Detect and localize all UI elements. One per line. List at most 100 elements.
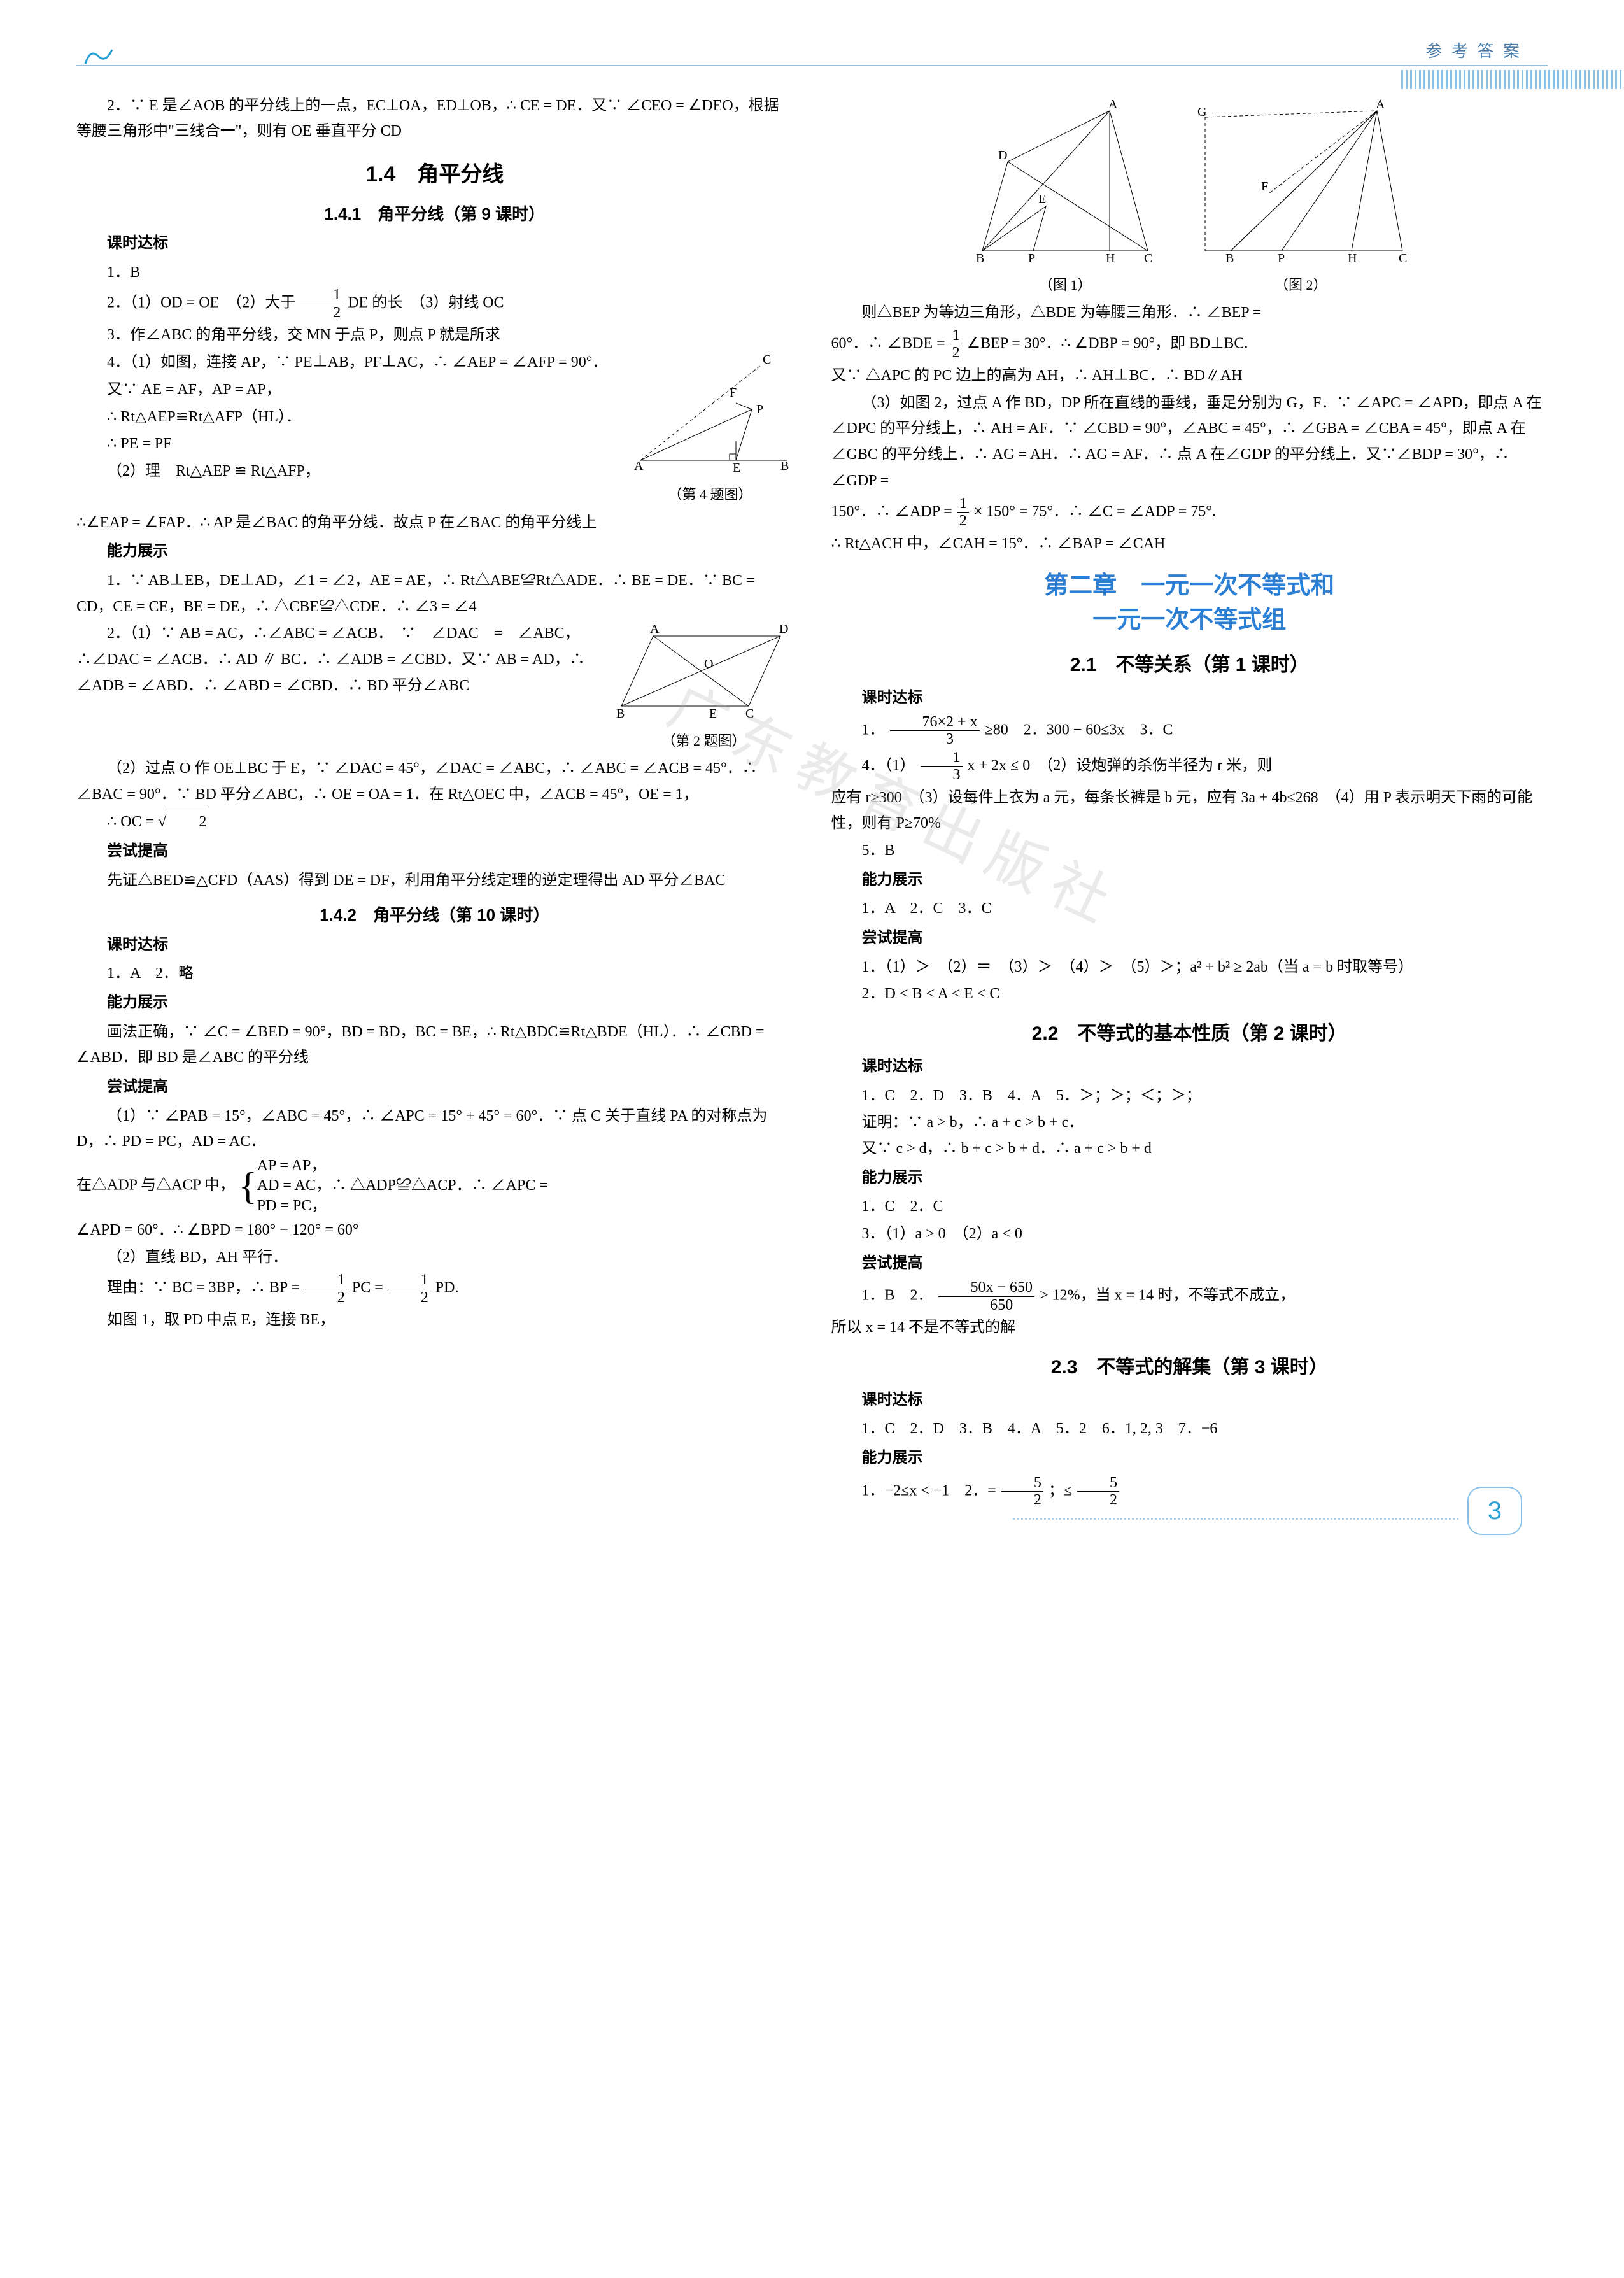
t: × 150° = 75°．∴ ∠C = ∠ADP = 75°.	[974, 503, 1216, 520]
t: 150°．∴ ∠ADP =	[831, 503, 956, 520]
subsection-title: 1.4.2 角平分线（第 10 课时）	[76, 902, 793, 929]
t: PD.	[435, 1280, 459, 1296]
svg-text:A: A	[634, 459, 644, 473]
cases: { AP = AP， AD = AC，∴ △ADP≌△ACP．∴ ∠APC = …	[239, 1156, 548, 1216]
text: 所以 x = 14 不是不等式的解	[831, 1315, 1548, 1341]
t: 1．	[862, 721, 885, 738]
logo-icon	[83, 45, 115, 75]
t: x + 2x ≤ 0 （2）设炮弹的杀伤半径为 r 米，则	[968, 757, 1273, 774]
fig-caption: （第 4 题图）	[628, 483, 793, 506]
case-lines: AP = AP， AD = AC，∴ △ADP≌△ACP．∴ ∠APC = PD…	[257, 1156, 548, 1216]
case: AD = AC，∴ △ADP≌△ACP．∴ ∠APC =	[257, 1176, 548, 1196]
text: 理由：∵ BC = 3BP，∴ BP = 12 PC = 12 PD.	[76, 1271, 793, 1306]
t: 在△ADP 与△ACP 中，	[76, 1177, 235, 1194]
t: 1．−2≤x < −1 2．=	[862, 1482, 1000, 1499]
text: 画法正确，∵ ∠C = ∠BED = 90°，BD = BD，BC = BE，∴…	[76, 1019, 793, 1072]
text: 在△ADP 与△ACP 中， { AP = AP， AD = AC，∴ △ADP…	[76, 1156, 793, 1216]
t: ∴ OC =	[107, 814, 158, 830]
text: 1．（1）＞ （2）＝ （3）＞ （4）＞ （5）＞；a² + b² ≥ 2ab…	[831, 954, 1548, 980]
text: （2）过点 O 作 OE⊥BC 于 E，∵ ∠DAC = 45°，∠DAC = …	[76, 756, 793, 808]
header-label: 参 考 答 案	[1425, 38, 1522, 65]
text: ∠APD = 60°．∴ ∠BPD = 180° − 120° = 60°	[76, 1217, 793, 1243]
block: A D B C E O （第 2 题图） 2．（1）∵ AB = AC，∴∠AB…	[76, 621, 793, 754]
figure-4: A B C E F P （第 4 题图）	[628, 352, 793, 506]
text: （3）如图 2，过点 A 作 BD，DP 所在直线的垂线，垂足分别为 G，F．∵…	[831, 390, 1548, 494]
t: 理由：∵ BC = 3BP，∴ BP =	[107, 1280, 304, 1296]
text: 如图 1，取 PD 中点 E，连接 BE，	[76, 1307, 793, 1333]
fraction: 12	[957, 495, 969, 530]
geom-fig1-icon: A B C D E P H	[963, 98, 1167, 264]
svg-text:P: P	[1278, 251, 1285, 264]
label-nengli: 能力展示	[831, 868, 1548, 892]
fig-caption: （第 2 题图）	[615, 730, 793, 752]
text: 2．D < B < A < E < C	[831, 981, 1548, 1007]
figure-row: A B C D E P H （图 1）	[831, 98, 1548, 297]
label-keshi: 课时达标	[831, 1388, 1548, 1412]
text: 又∵ △APC 的 PC 边上的高为 AH，∴ AH⊥BC．∴ BD∥AH	[831, 363, 1548, 389]
page-header: 参 考 答 案	[76, 38, 1548, 66]
label-changshi: 尝试提高	[76, 839, 793, 863]
svg-text:G: G	[1197, 105, 1206, 119]
text: 3．作∠ABC 的角平分线，交 MN 于点 P，则点 P 就是所求	[76, 322, 793, 348]
text: 2．∵ E 是∠AOB 的平分线上的一点，EC⊥OA，ED⊥OB，∴ CE = …	[76, 93, 793, 145]
section-title: 2.3 不等式的解集（第 3 课时）	[831, 1352, 1548, 1383]
t: PC =	[352, 1280, 387, 1296]
num: 1	[300, 287, 342, 304]
figure-1: A B C D E P H （图 1）	[963, 98, 1167, 297]
text: 1．∵ AB⊥EB，DE⊥AD，∠1 = ∠2，AE = AE，∴ Rt△ABE…	[76, 568, 793, 620]
text: 1．A 2．略	[76, 961, 793, 987]
svg-text:A: A	[650, 623, 660, 636]
parallelogram-diagram-icon: A D B C E O	[615, 623, 793, 719]
text: （2）直线 BD，AH 平行．	[76, 1245, 793, 1271]
text: 1．C 2．C	[831, 1194, 1548, 1220]
svg-text:A: A	[1108, 98, 1118, 111]
fraction: 12	[388, 1271, 430, 1306]
case: PD = PC，	[257, 1196, 548, 1216]
text: 4．（1） 13 x + 2x ≤ 0 （2）设炮弹的杀伤半径为 r 米，则	[831, 749, 1548, 784]
text: 1．−2≤x < −1 2．= 52 ；≤ 52	[831, 1475, 1548, 1509]
svg-text:B: B	[780, 459, 789, 473]
label-keshi: 课时达标	[76, 231, 793, 255]
svg-text:B: B	[976, 251, 984, 264]
sqrt-val: 2	[166, 809, 208, 835]
den: 2	[300, 304, 342, 321]
text: ∴ Rt△ACH 中，∠CAH = 15°．∴ ∠BAP = ∠CAH	[831, 531, 1548, 557]
chapter-title: 第二章 一元一次不等式和 一元一次不等式组	[831, 569, 1548, 637]
fraction: 52	[1001, 1475, 1043, 1509]
text: 3．（1）a > 0 （2）a < 0	[831, 1221, 1548, 1247]
case: AP = AP，	[257, 1156, 548, 1176]
block: A B C E F P （第 4 题图） 4．（1）如图，连接 AP，∵ PE⊥…	[76, 350, 793, 509]
svg-text:E: E	[1038, 192, 1046, 206]
fraction: 13	[921, 749, 963, 784]
content-columns: 2．∵ E 是∠AOB 的平分线上的一点，EC⊥OA，ED⊥OB，∴ CE = …	[76, 92, 1548, 1510]
label-nengli: 能力展示	[831, 1446, 1548, 1470]
triangle-diagram-icon: A B C E F P	[628, 352, 793, 473]
svg-text:C: C	[1144, 251, 1152, 264]
text: 2．（1）OD = OE （2）大于 1 2 DE 的长 （3）射线 OC	[76, 287, 793, 321]
svg-text:P: P	[756, 402, 763, 416]
text: （1）∵ ∠PAB = 15°，∠ABC = 45°，∴ ∠APC = 15° …	[76, 1103, 793, 1156]
label-keshi: 课时达标	[831, 686, 1548, 710]
fraction: 12	[305, 1271, 347, 1306]
header-stripe-icon	[1401, 70, 1624, 89]
text: 1． 76×2 + x3 ≥80 2．300 − 60≤3x 3．C	[831, 714, 1548, 748]
label-keshi: 课时达标	[76, 933, 793, 957]
t: DE 的长 （3）射线 OC	[348, 295, 504, 311]
fig-caption: （图 2）	[1186, 274, 1415, 296]
footer-dots-icon	[1013, 1518, 1458, 1520]
svg-text:C: C	[763, 353, 771, 367]
geom-fig2-icon: A B C F G P H	[1186, 98, 1415, 264]
svg-text:D: D	[998, 148, 1007, 162]
page-number-value: 3	[1467, 1487, 1522, 1535]
svg-text:B: B	[1225, 251, 1234, 264]
sqrt-icon	[158, 814, 166, 830]
t: > 12%，当 x = 14 时，不等式不成立，	[1040, 1287, 1295, 1304]
label-nengli: 能力展示	[76, 991, 793, 1015]
svg-text:F: F	[1261, 180, 1268, 194]
subsection-title: 1.4.1 角平分线（第 9 课时）	[76, 201, 793, 228]
svg-text:O: O	[704, 657, 713, 671]
fraction: 76×2 + x3	[890, 714, 980, 748]
left-column: 2．∵ E 是∠AOB 的平分线上的一点，EC⊥OA，ED⊥OB，∴ CE = …	[76, 92, 793, 1510]
t: ；≤	[1049, 1482, 1076, 1499]
svg-text:A: A	[1376, 98, 1385, 111]
